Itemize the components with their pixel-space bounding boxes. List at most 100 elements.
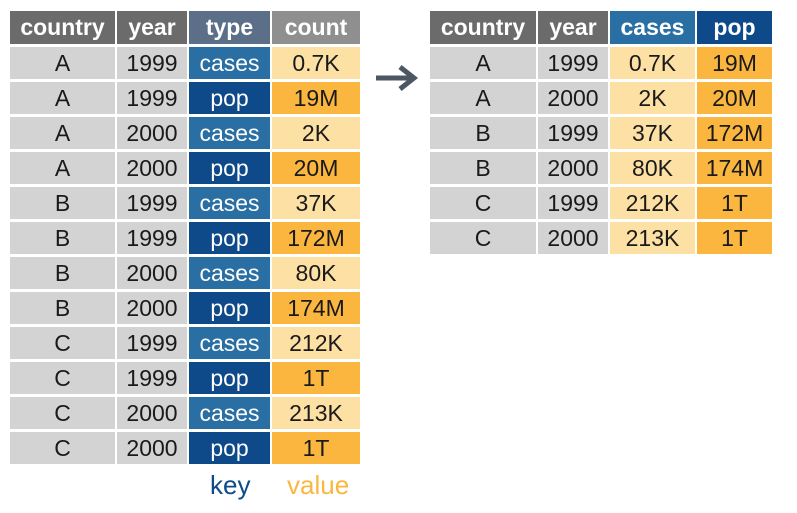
year-cell: 2000 <box>117 397 187 429</box>
country-cell: B <box>10 222 115 254</box>
year-cell: 2000 <box>117 152 187 184</box>
table-row: A 2000 cases 2K <box>10 117 360 149</box>
left-header-row: country year type count <box>10 11 360 44</box>
country-cell: A <box>10 82 115 114</box>
type-cell: cases <box>189 47 270 79</box>
country-cell: B <box>10 187 115 219</box>
count-cell: 20M <box>272 152 360 184</box>
type-cell: pop <box>189 222 270 254</box>
table-row: C 2000 pop 1T <box>10 432 360 464</box>
year-cell: 1999 <box>538 187 608 219</box>
year-cell: 2000 <box>538 82 608 114</box>
country-cell: A <box>10 47 115 79</box>
year-cell: 2000 <box>538 152 608 184</box>
left-header-year: year <box>117 11 187 44</box>
cases-cell: 37K <box>610 117 695 149</box>
pop-cell: 1T <box>697 222 772 254</box>
count-cell: 80K <box>272 257 360 289</box>
type-cell: pop <box>189 362 270 394</box>
legend-key: key <box>210 470 251 500</box>
year-cell: 2000 <box>538 222 608 254</box>
right-header-pop: pop <box>697 11 772 44</box>
right-header-year: year <box>538 11 608 44</box>
table-row: B 2000 cases 80K <box>10 257 360 289</box>
pop-cell: 172M <box>697 117 772 149</box>
table-row: A 2000 pop 20M <box>10 152 360 184</box>
country-cell: C <box>10 327 115 359</box>
table-row: C 2000 cases 213K <box>10 397 360 429</box>
country-cell: A <box>10 117 115 149</box>
right-table: country year cases pop A 1999 0.7K 19M A… <box>428 8 774 257</box>
count-cell: 2K <box>272 117 360 149</box>
left-header-country: country <box>10 11 115 44</box>
legend-value: value <box>287 470 350 500</box>
pop-cell: 19M <box>697 47 772 79</box>
year-cell: 2000 <box>117 257 187 289</box>
table-row: B 2000 pop 174M <box>10 292 360 324</box>
left-table: country year type count A 1999 cases 0.7… <box>8 8 362 467</box>
country-cell: B <box>430 117 536 149</box>
year-cell: 1999 <box>538 117 608 149</box>
count-cell: 212K <box>272 327 360 359</box>
country-cell: A <box>10 152 115 184</box>
left-header-type: type <box>189 11 270 44</box>
right-header-country: country <box>430 11 536 44</box>
pop-cell: 20M <box>697 82 772 114</box>
country-cell: C <box>10 397 115 429</box>
country-cell: A <box>430 82 536 114</box>
country-cell: B <box>430 152 536 184</box>
table-row: B 1999 cases 37K <box>10 187 360 219</box>
year-cell: 2000 <box>117 117 187 149</box>
table-row: B 2000 80K 174M <box>430 152 772 184</box>
table-row: C 1999 212K 1T <box>430 187 772 219</box>
country-cell: C <box>430 187 536 219</box>
type-cell: pop <box>189 152 270 184</box>
type-cell: cases <box>189 397 270 429</box>
type-cell: cases <box>189 257 270 289</box>
cases-cell: 213K <box>610 222 695 254</box>
pop-cell: 1T <box>697 187 772 219</box>
country-cell: A <box>430 47 536 79</box>
right-header-cases: cases <box>610 11 695 44</box>
right-header-row: country year cases pop <box>430 11 772 44</box>
type-cell: pop <box>189 292 270 324</box>
country-cell: B <box>10 257 115 289</box>
table-row: B 1999 pop 172M <box>10 222 360 254</box>
table-row: C 1999 pop 1T <box>10 362 360 394</box>
type-cell: pop <box>189 432 270 464</box>
type-cell: cases <box>189 187 270 219</box>
cases-cell: 2K <box>610 82 695 114</box>
table-row: C 1999 cases 212K <box>10 327 360 359</box>
type-cell: cases <box>189 327 270 359</box>
count-cell: 0.7K <box>272 47 360 79</box>
count-cell: 37K <box>272 187 360 219</box>
table-row: A 1999 cases 0.7K <box>10 47 360 79</box>
type-cell: cases <box>189 117 270 149</box>
left-header-count: count <box>272 11 360 44</box>
country-cell: C <box>10 362 115 394</box>
table-row: A 2000 2K 20M <box>430 82 772 114</box>
year-cell: 1999 <box>117 327 187 359</box>
country-cell: B <box>10 292 115 324</box>
year-cell: 1999 <box>117 187 187 219</box>
year-cell: 1999 <box>117 82 187 114</box>
count-cell: 1T <box>272 362 360 394</box>
table-row: A 1999 0.7K 19M <box>430 47 772 79</box>
cases-cell: 80K <box>610 152 695 184</box>
pop-cell: 174M <box>697 152 772 184</box>
year-cell: 1999 <box>117 47 187 79</box>
count-cell: 19M <box>272 82 360 114</box>
table-row: B 1999 37K 172M <box>430 117 772 149</box>
count-cell: 1T <box>272 432 360 464</box>
country-cell: C <box>430 222 536 254</box>
country-cell: C <box>10 432 115 464</box>
count-cell: 213K <box>272 397 360 429</box>
year-cell: 2000 <box>117 292 187 324</box>
cases-cell: 212K <box>610 187 695 219</box>
cases-cell: 0.7K <box>610 47 695 79</box>
year-cell: 2000 <box>117 432 187 464</box>
count-cell: 174M <box>272 292 360 324</box>
year-cell: 1999 <box>538 47 608 79</box>
year-cell: 1999 <box>117 362 187 394</box>
table-row: C 2000 213K 1T <box>430 222 772 254</box>
